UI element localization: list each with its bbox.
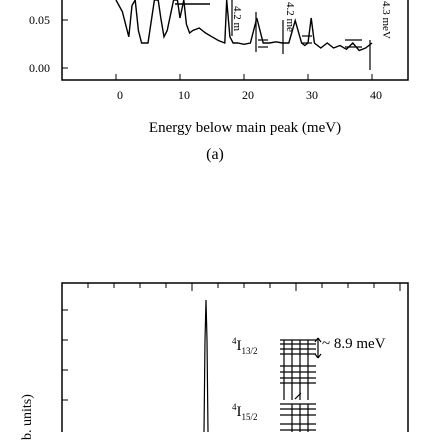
panel-a	[61, 0, 409, 81]
y-tick-label: 0.05	[29, 13, 50, 27]
x-tick-label: 0	[117, 88, 123, 102]
level-label: 4I15/2	[232, 402, 258, 422]
panel-a-frame	[61, 0, 409, 81]
annotation-label: 4.2 me	[284, 2, 296, 32]
x-tick-label: 20	[242, 88, 254, 102]
x-tick-label: 30	[306, 88, 318, 102]
level-sup: 4	[232, 402, 237, 412]
level-main: I	[236, 404, 242, 420]
main-peak-line	[203, 299, 209, 432]
x-axis-label: Energy below main peak (meV)	[148, 120, 342, 136]
panel-label: (a)	[206, 146, 224, 163]
annotation-label: 4.2 m	[231, 6, 243, 32]
level-main: I	[236, 338, 242, 354]
tick-marks	[62, 19, 373, 80]
level-sup: 4	[232, 336, 237, 346]
level-sub: 15/2	[241, 412, 258, 422]
level-sub: 13/2	[241, 346, 258, 356]
tick-marks	[62, 283, 401, 401]
energy-level-diagram	[280, 337, 322, 432]
panel-b-frame	[61, 282, 409, 432]
y-tick-label: 0.00	[29, 61, 50, 75]
x-tick-label: 10	[178, 88, 190, 102]
annotation-label: ~ 8.9 meV	[322, 336, 386, 352]
series-line	[115, 0, 373, 52]
annotation-label: 4.3 meV	[380, 1, 392, 39]
level-label: 4I13/2	[232, 336, 258, 356]
y-axis-label: b. units)	[20, 394, 35, 440]
panel-b	[61, 282, 409, 432]
x-tick-label: 40	[370, 88, 382, 102]
annotation-markers	[175, 0, 371, 70]
